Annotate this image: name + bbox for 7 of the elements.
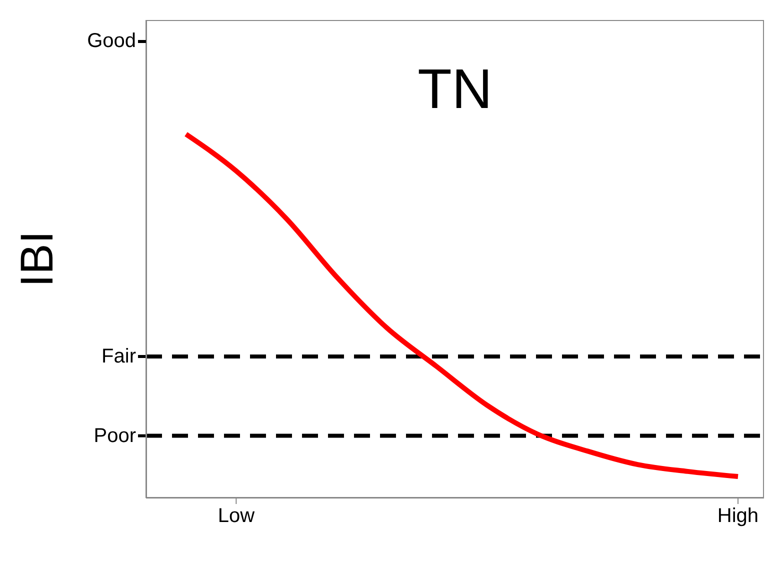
- x-tick-label: Low: [218, 505, 256, 527]
- chart-title: TN: [416, 56, 494, 121]
- x-tick-label: High: [717, 505, 759, 527]
- y-axis-title: IBI: [10, 230, 62, 288]
- ref-line-label: Fair: [102, 345, 136, 368]
- text: Good: [87, 30, 136, 53]
- ref-line-label: Poor: [94, 424, 136, 447]
